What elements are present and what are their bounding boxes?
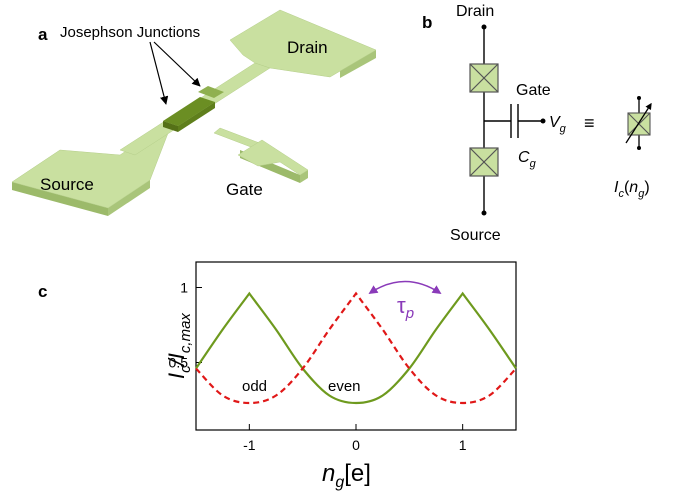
junction-strip: [198, 86, 224, 98]
panel-b: b Drain Gate Vg Cg ≡: [422, 3, 652, 244]
x-axis-label: ng[e]: [322, 460, 371, 491]
panel-a: a Josephson Junctions: [11, 9, 377, 216]
source-terminal: [481, 210, 487, 216]
panel-b-letter: b: [422, 13, 432, 32]
x-tick-label-1: 0: [352, 437, 360, 453]
cg-label: Cg: [518, 149, 537, 170]
junction-bottom: [469, 147, 499, 177]
axis-ticks: -1 0 1 0.5 1: [169, 280, 467, 454]
tau-label: τp: [397, 293, 414, 322]
source-label-a: Source: [40, 175, 94, 194]
drain-pad: [229, 9, 377, 78]
y-tick-label-1: 1: [180, 280, 188, 296]
junction-island: [163, 97, 215, 126]
y-axis-label: Ic/Ic,max: [164, 313, 194, 379]
series-line-odd: [195, 291, 517, 405]
drain-terminal: [481, 24, 487, 30]
gate-label-a: Gate: [226, 180, 263, 199]
series-line-even: [195, 291, 517, 405]
tau-arrow: [368, 280, 442, 294]
vg-label: Vg: [549, 114, 567, 135]
gate-label-b: Gate: [516, 82, 551, 99]
x-tick-label-2: 1: [459, 437, 467, 453]
gate-capacitor: [484, 104, 546, 138]
odd-label: odd: [242, 378, 267, 395]
junction-top: [469, 63, 499, 93]
junction-arrow-1: [149, 41, 169, 105]
panel-c-letter: c: [38, 282, 47, 301]
drain-label-a: Drain: [287, 38, 328, 57]
panel-c: c -1 0 1 0.5 1 odd even τp Ic/Ic,max ng[e]: [38, 261, 517, 491]
josephson-junctions-label: Josephson Junctions: [60, 24, 200, 41]
series-layer: [195, 291, 517, 405]
source-label-b: Source: [450, 227, 501, 244]
tunable-junction-symbol: [625, 96, 652, 150]
gate-pad: [237, 139, 309, 176]
x-tick-label-0: -1: [243, 437, 256, 453]
ic-ng-label: Ic(ng): [614, 179, 650, 200]
panel-a-letter: a: [38, 25, 48, 44]
drain-label-b: Drain: [456, 3, 494, 20]
junction-arrow-2: [153, 41, 201, 87]
even-label: even: [328, 378, 361, 395]
plot-frame: [195, 261, 517, 431]
y-tick-label-0: 0.5: [169, 355, 189, 371]
equivalence-symbol: ≡: [584, 113, 595, 133]
device-drawing: [11, 9, 377, 216]
